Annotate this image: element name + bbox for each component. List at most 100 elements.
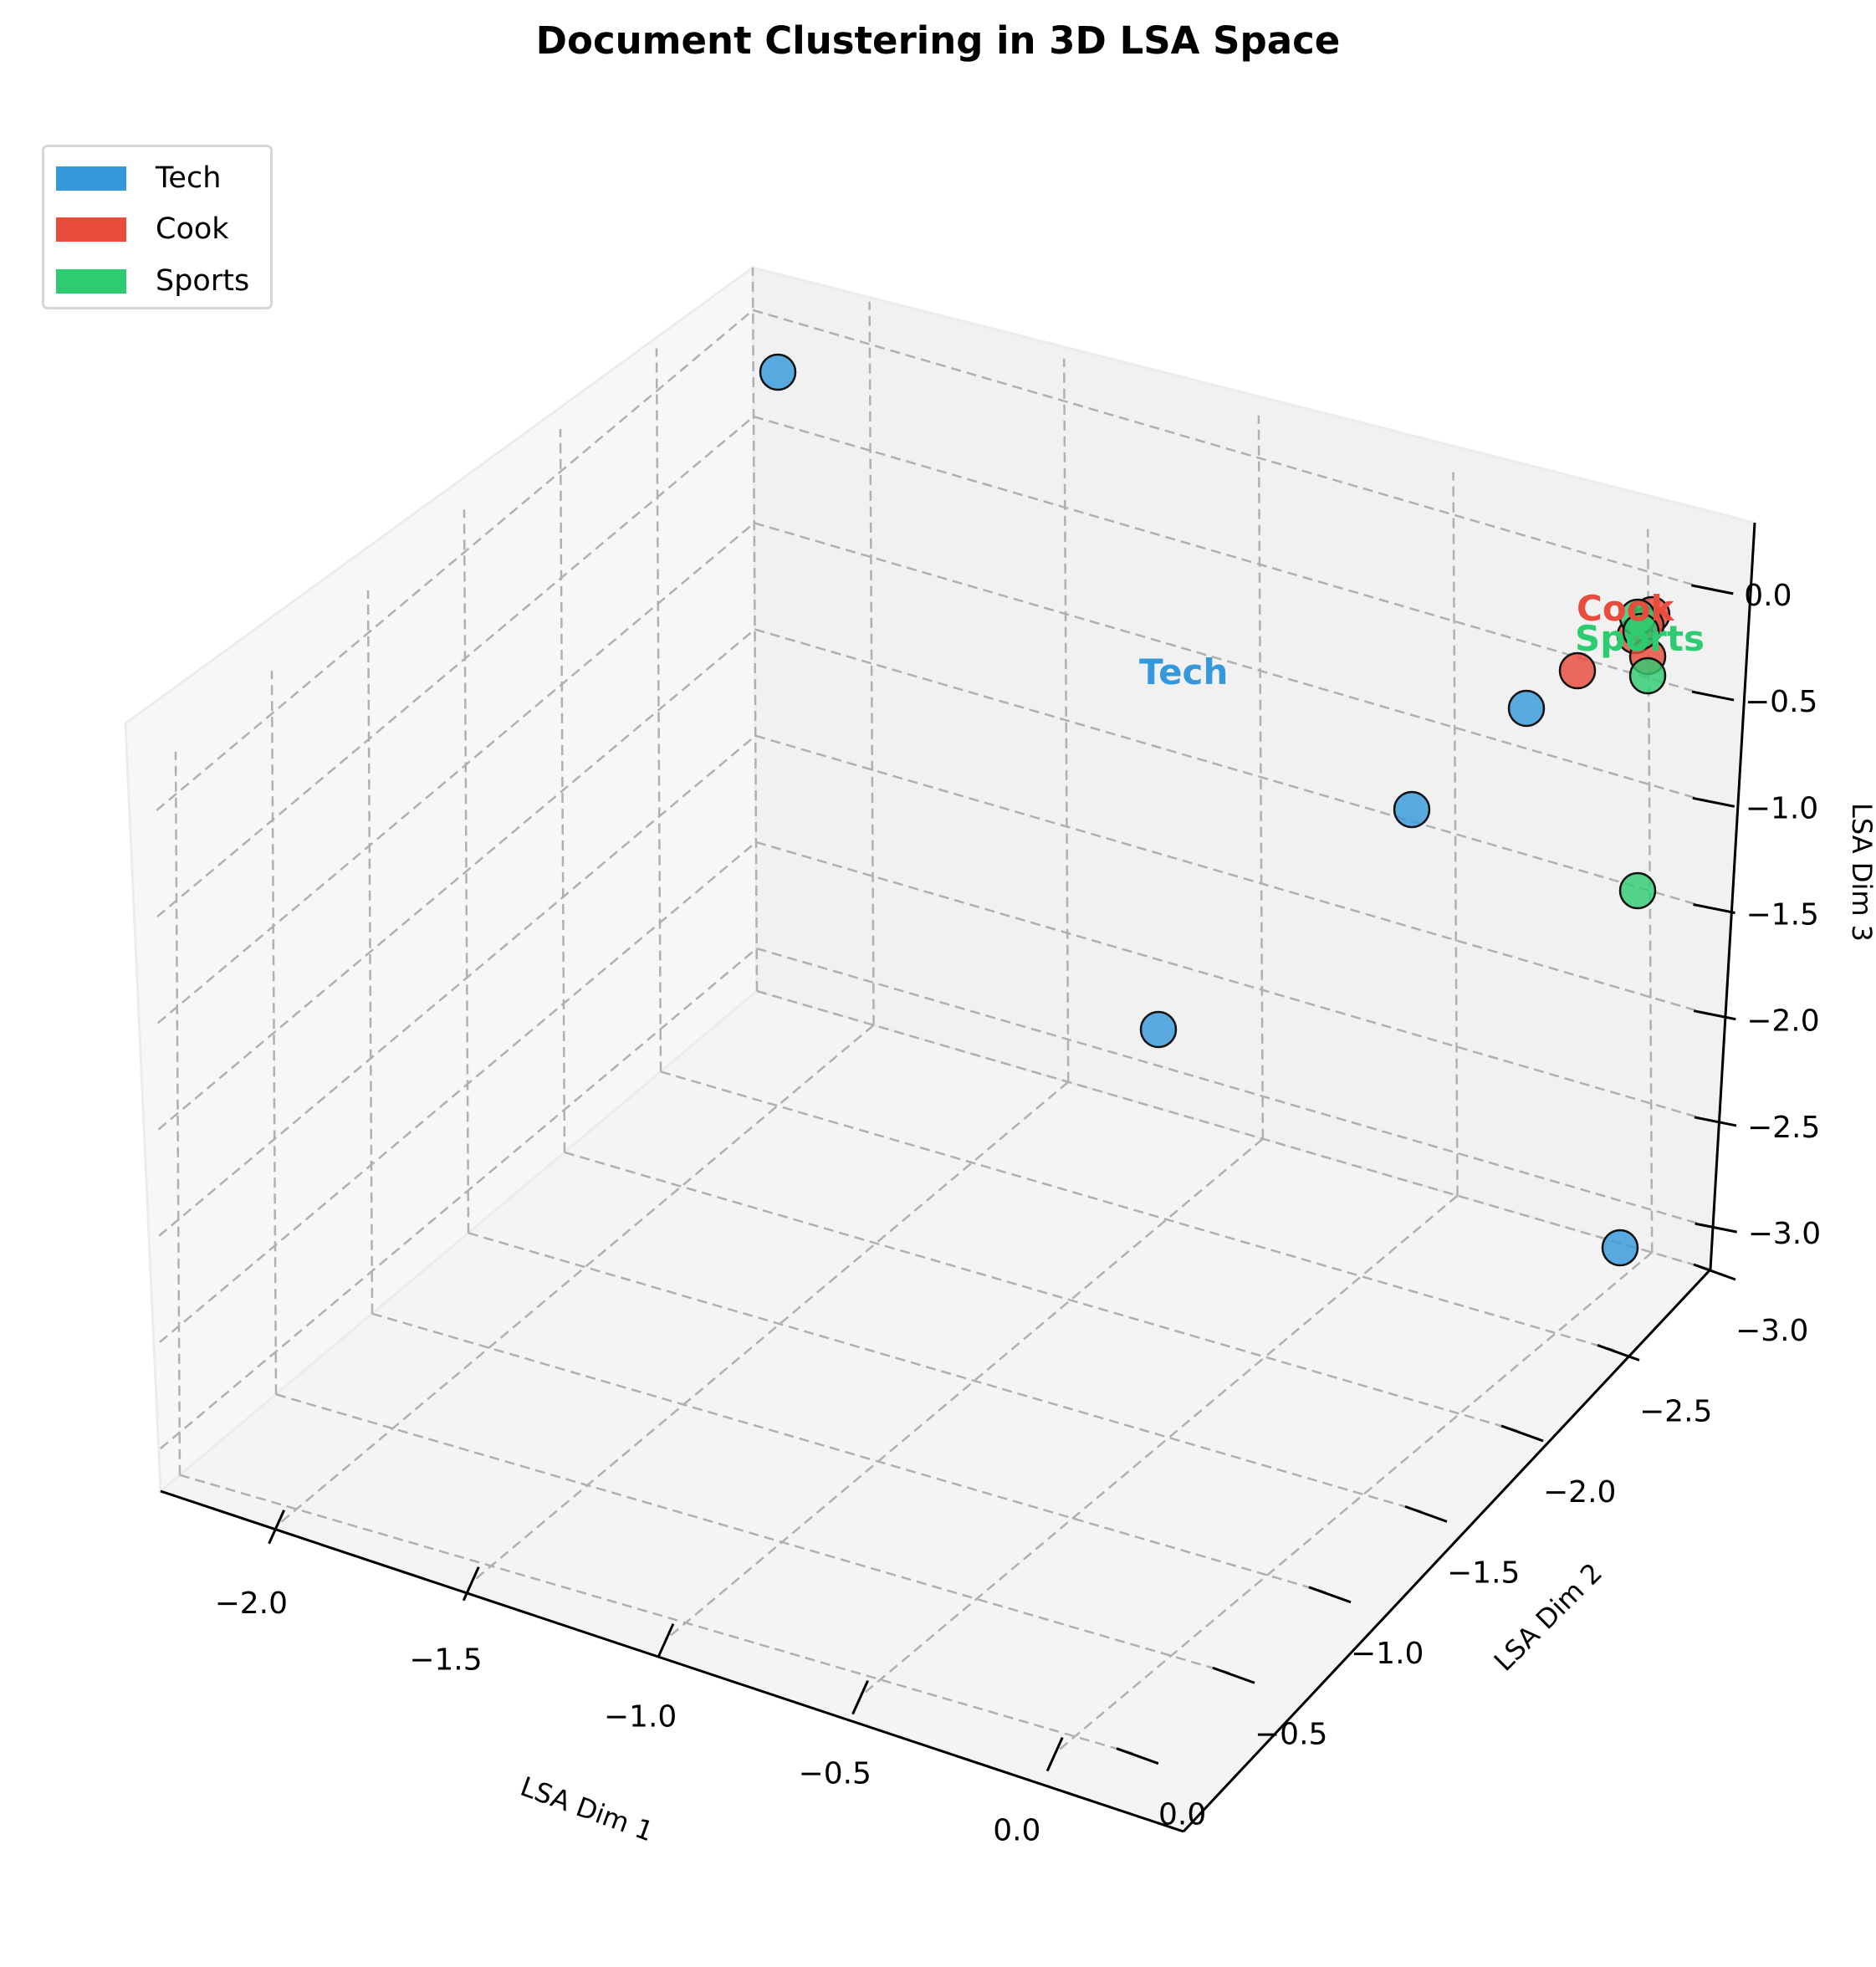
gridline-z bbox=[754, 628, 1709, 909]
tick-y bbox=[1308, 1586, 1352, 1604]
axis-lines bbox=[160, 522, 1756, 1833]
tick-label-z: −0.5 bbox=[1745, 685, 1817, 719]
gridline-x bbox=[860, 1194, 1459, 1697]
tick-y bbox=[1597, 1344, 1640, 1362]
tick-z bbox=[1692, 796, 1735, 808]
tick-label-x: −1.5 bbox=[409, 1643, 482, 1678]
gridline-x bbox=[276, 1024, 875, 1526]
gridline-y bbox=[463, 509, 470, 1234]
tick-labels: −2.0 −1.5 −1.0 −0.5 0.0 0.0 −0.5 −1.0 −1.5 −2.0 −2… bbox=[215, 579, 1822, 1848]
gridline-y bbox=[371, 1312, 1326, 1594]
cluster-label-sports: Sports bbox=[1575, 618, 1705, 659]
data-point-cook bbox=[1558, 651, 1597, 690]
gridline-x bbox=[1646, 529, 1654, 1253]
tick-label-z: −1.0 bbox=[1746, 791, 1818, 825]
legend-item-tech: Tech bbox=[56, 161, 221, 195]
gridline-y bbox=[270, 671, 278, 1395]
gridline-x bbox=[666, 1137, 1264, 1640]
gridline-y bbox=[174, 751, 181, 1475]
x-axis-line bbox=[160, 1489, 1184, 1833]
tick-label-y: −3.0 bbox=[1735, 1314, 1808, 1348]
gridline-x bbox=[1452, 472, 1459, 1196]
gridline-x bbox=[471, 1081, 1070, 1583]
gridline-y bbox=[275, 1393, 1230, 1674]
tick-label-y: −2.0 bbox=[1543, 1475, 1616, 1510]
z-axis-label: LSA Dim 3 bbox=[1846, 803, 1876, 942]
gridline-z bbox=[156, 309, 754, 811]
gridline-z bbox=[156, 416, 754, 918]
data-point-tech bbox=[1601, 1229, 1639, 1267]
gridline-z bbox=[754, 522, 1709, 803]
tick-label-z: −1.5 bbox=[1746, 898, 1819, 932]
chart-title: Document Clustering in 3D LSA Space bbox=[535, 18, 1341, 63]
cluster-label-tech: Tech bbox=[1139, 651, 1228, 692]
legend-item-sports: Sports bbox=[56, 264, 249, 298]
gridline-y bbox=[751, 267, 759, 992]
gridline-y bbox=[468, 1232, 1423, 1513]
tick-label-y: 0.0 bbox=[1158, 1798, 1206, 1832]
tick-y bbox=[1212, 1666, 1255, 1684]
tick-x bbox=[462, 1566, 480, 1602]
gridline-z bbox=[753, 415, 1708, 697]
gridline-y bbox=[756, 989, 1711, 1271]
data-point-sports bbox=[1628, 657, 1667, 695]
tick-z bbox=[1690, 584, 1734, 595]
tick-x bbox=[657, 1623, 675, 1658]
gridline-z bbox=[158, 734, 757, 1237]
tick-y bbox=[1404, 1505, 1448, 1523]
data-points bbox=[759, 353, 1671, 1267]
tick-label-x: −2.0 bbox=[215, 1586, 288, 1621]
tick-label-z: −3.0 bbox=[1748, 1217, 1821, 1251]
gridline-z bbox=[157, 628, 756, 1131]
legend-swatch-tech bbox=[56, 166, 126, 191]
tick-label-z: −2.5 bbox=[1747, 1111, 1820, 1145]
cluster-label-cook: Cook bbox=[1577, 588, 1675, 629]
tick-label-y: −2.5 bbox=[1639, 1394, 1712, 1428]
gridline-y bbox=[655, 348, 662, 1072]
tick-z bbox=[1693, 903, 1735, 914]
gridline-y bbox=[559, 428, 566, 1152]
tick-z bbox=[1695, 1222, 1737, 1234]
gridline-z bbox=[159, 840, 757, 1343]
gridline-z bbox=[156, 522, 755, 1024]
tick-label-y: −1.0 bbox=[1351, 1637, 1424, 1671]
legend: Tech Cook Sports bbox=[42, 145, 273, 309]
z-axis-line bbox=[1709, 522, 1756, 1270]
gridline-z bbox=[754, 734, 1710, 1015]
gridline-y bbox=[179, 1474, 1134, 1755]
tick-z bbox=[1694, 1116, 1737, 1127]
gridline-y bbox=[660, 1070, 1615, 1351]
legend-label: Cook bbox=[156, 212, 229, 246]
tick-x bbox=[851, 1680, 869, 1715]
tick-label-y: −1.5 bbox=[1447, 1556, 1520, 1590]
gridline-y bbox=[366, 590, 374, 1314]
data-point-sports bbox=[1618, 871, 1657, 910]
legend-label: Tech bbox=[156, 161, 222, 195]
data-point-tech bbox=[1139, 1010, 1178, 1049]
legend-swatch-sports bbox=[56, 268, 126, 294]
gridline-z bbox=[756, 947, 1711, 1229]
legend-label: Sports bbox=[156, 264, 250, 298]
data-point-tech bbox=[759, 353, 797, 391]
tick-label-z: 0.0 bbox=[1744, 579, 1792, 613]
tick-y bbox=[1116, 1747, 1159, 1765]
tick-x bbox=[1045, 1736, 1064, 1772]
x-axis-label: LSA Dim 1 bbox=[516, 1770, 657, 1847]
gridline-x bbox=[1062, 358, 1070, 1082]
data-point-sports bbox=[1622, 612, 1660, 651]
gridline-z bbox=[755, 840, 1710, 1122]
gridline-x bbox=[1055, 1251, 1654, 1754]
data-point-tech bbox=[1507, 689, 1546, 728]
tick-label-x: −0.5 bbox=[799, 1757, 872, 1791]
tick-z bbox=[1693, 1009, 1736, 1021]
gridline-x bbox=[868, 301, 875, 1025]
gridline-y bbox=[564, 1151, 1519, 1433]
tick-label-y: −0.5 bbox=[1255, 1717, 1327, 1751]
axes-panes bbox=[124, 265, 1756, 1833]
legend-swatch-cook bbox=[56, 217, 126, 242]
tick-label-x: 0.0 bbox=[993, 1814, 1040, 1848]
tick-z bbox=[1691, 690, 1735, 702]
gridline-x bbox=[1257, 415, 1265, 1139]
gridline-z bbox=[752, 309, 1707, 590]
